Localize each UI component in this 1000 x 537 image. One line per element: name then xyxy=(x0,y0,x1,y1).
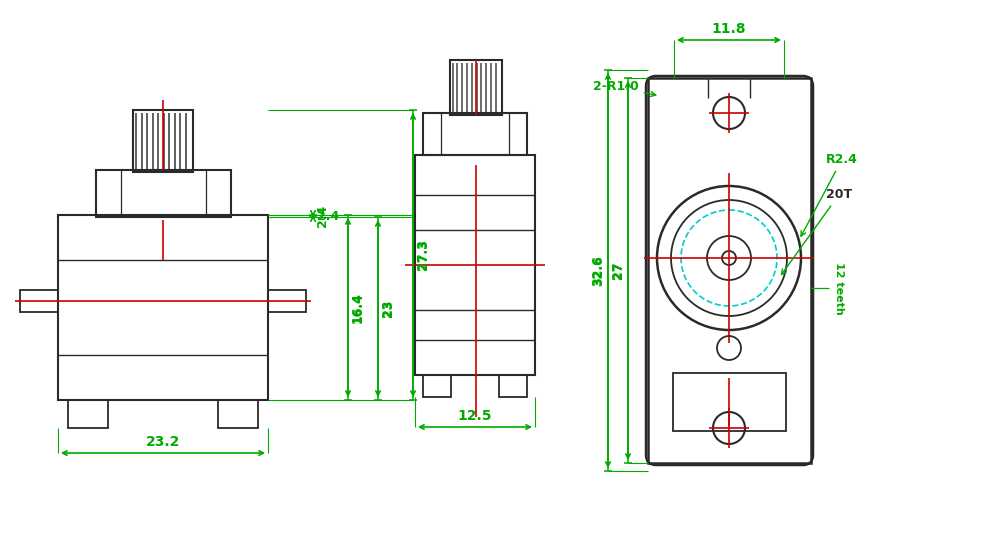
Text: 16.4: 16.4 xyxy=(352,292,365,323)
Text: 2.4: 2.4 xyxy=(316,205,329,227)
Text: 16.4: 16.4 xyxy=(351,292,364,323)
Bar xyxy=(673,373,786,431)
Bar xyxy=(268,290,306,312)
Text: 27.3: 27.3 xyxy=(416,240,429,271)
Bar xyxy=(68,400,108,428)
Text: 27: 27 xyxy=(611,262,624,279)
Text: 2-R1.0: 2-R1.0 xyxy=(593,80,656,97)
Bar xyxy=(450,60,502,115)
Text: 27.3: 27.3 xyxy=(417,240,430,271)
Bar xyxy=(423,375,451,397)
Text: 20T: 20T xyxy=(782,188,852,274)
Bar xyxy=(20,290,58,312)
Bar xyxy=(648,78,811,463)
Text: 11.8: 11.8 xyxy=(712,22,746,36)
Text: 23.2: 23.2 xyxy=(146,435,180,449)
Bar xyxy=(499,375,527,397)
Text: 32.6: 32.6 xyxy=(591,255,604,286)
Text: 23: 23 xyxy=(381,300,394,317)
Text: 12 teeth: 12 teeth xyxy=(834,262,844,314)
Bar xyxy=(218,400,258,428)
Bar xyxy=(423,113,527,155)
Text: 27: 27 xyxy=(612,262,625,279)
Bar xyxy=(58,215,268,400)
Bar xyxy=(415,155,535,375)
Text: 32.6: 32.6 xyxy=(592,255,605,286)
Bar xyxy=(96,170,231,217)
Bar xyxy=(133,110,193,172)
Text: 12.5: 12.5 xyxy=(458,409,492,423)
Text: 23: 23 xyxy=(382,300,395,317)
Text: 2.4: 2.4 xyxy=(317,209,339,222)
Text: R2.4: R2.4 xyxy=(801,153,858,236)
